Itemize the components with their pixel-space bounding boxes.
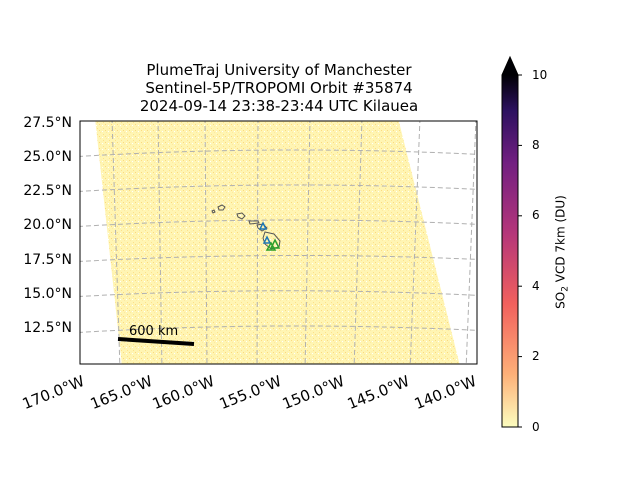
scale-bar-label: 600 km (129, 324, 179, 339)
colorbar-tick-label: 2 (532, 349, 540, 363)
colorbar-label-rest: VCD 7km (DU) (553, 195, 568, 287)
colorbar-tick-label: 8 (532, 138, 540, 152)
volcano-marker-kilauea (269, 238, 281, 249)
coast-kauai (217, 204, 226, 211)
title-line-3: 2024-09-14 23:38-23:44 UTC Kilauea (139, 97, 419, 115)
colorbar-label-subscript: 2 (560, 286, 571, 292)
colorbar-tick-label: 10 (532, 68, 548, 82)
map-frame (79, 120, 478, 365)
colorbar-tick-label: 4 (532, 279, 540, 293)
colorbar (501, 55, 522, 428)
lat-label: 22.5°N (23, 183, 72, 199)
colorbar-tick-label: 0 (532, 420, 540, 434)
lat-label: 25.0°N (23, 149, 72, 165)
title-line-1: PlumeTraj University of Manchester (146, 61, 412, 79)
coast-molokai (248, 220, 260, 225)
colorbar-gradient (502, 75, 518, 427)
colorbar-outline (501, 55, 519, 428)
lat-label: 17.5°N (23, 252, 72, 268)
volcano-marker-haleakala (258, 221, 268, 230)
colorbar-tick-label: 6 (532, 208, 540, 222)
lat-label: 12.5°N (23, 320, 72, 336)
volcano-marker-kilauea-2 (265, 241, 277, 251)
lat-label: 20.0°N (23, 217, 72, 233)
lat-label: 15.0°N (23, 286, 72, 302)
colorbar-extend-arrow (502, 57, 518, 75)
colorbar-label-main: SO (553, 291, 568, 309)
lat-label: 27.5°N (23, 115, 72, 131)
colorbar-label: SO2 VCD 7km (DU) (553, 195, 570, 309)
coast-oahu (236, 212, 246, 220)
title-line-2: Sentinel-5P/TROPOMI Orbit #35874 (145, 79, 413, 97)
map-area (80, 121, 477, 364)
scale-bar (117, 337, 195, 346)
coast-niihau (211, 209, 216, 214)
volcano-marker-mauna-loa (262, 235, 272, 244)
volcano-markers (258, 221, 281, 251)
graticule (80, 121, 477, 364)
swath (95, 121, 460, 364)
